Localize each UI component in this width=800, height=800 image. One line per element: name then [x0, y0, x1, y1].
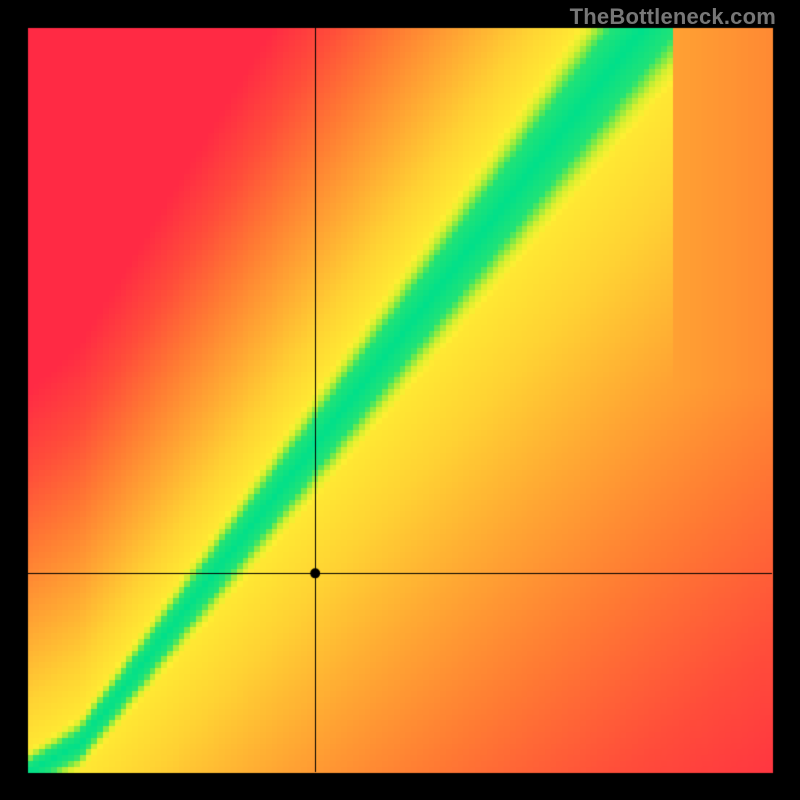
heatmap-container: TheBottleneck.com: [0, 0, 800, 800]
bottleneck-heatmap-canvas: [0, 0, 800, 800]
watermark-label: TheBottleneck.com: [570, 4, 776, 30]
